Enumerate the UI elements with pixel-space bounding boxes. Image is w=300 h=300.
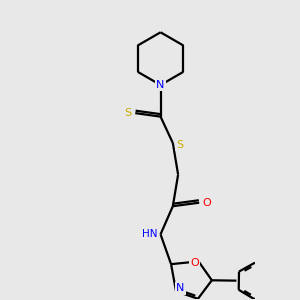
Text: O: O xyxy=(202,198,211,208)
Text: S: S xyxy=(124,108,131,118)
Text: S: S xyxy=(176,140,183,150)
Text: N: N xyxy=(156,80,165,90)
Text: N: N xyxy=(176,284,184,293)
Text: O: O xyxy=(190,258,199,268)
Text: HN: HN xyxy=(142,229,157,239)
